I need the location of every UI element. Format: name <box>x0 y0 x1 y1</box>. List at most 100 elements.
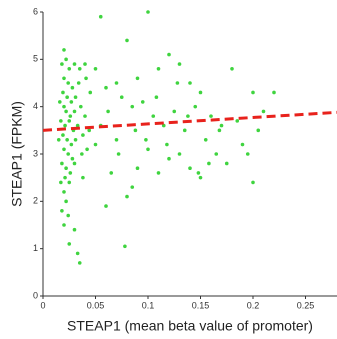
point <box>209 114 213 118</box>
point <box>72 227 77 232</box>
point <box>130 185 135 189</box>
point <box>251 90 255 95</box>
point <box>62 223 66 227</box>
point <box>73 95 78 99</box>
y-tick-label: 1 <box>33 243 38 253</box>
point <box>224 161 229 166</box>
point <box>198 175 203 180</box>
point <box>60 62 64 66</box>
point <box>123 244 127 249</box>
point <box>72 109 77 114</box>
point <box>84 76 88 81</box>
point <box>70 85 75 90</box>
point <box>88 90 93 95</box>
point <box>261 109 266 114</box>
point <box>219 123 224 128</box>
point <box>203 138 208 142</box>
x-tick-label: 0.25 <box>297 300 315 310</box>
point <box>188 81 192 85</box>
point <box>83 114 87 118</box>
point <box>106 109 110 114</box>
point <box>61 90 65 95</box>
point <box>79 104 83 109</box>
point <box>93 67 98 71</box>
point <box>104 85 108 90</box>
point <box>77 67 82 71</box>
x-axis-title: STEAP1 (mean beta value of promoter) <box>67 318 313 334</box>
point <box>72 161 77 166</box>
point <box>67 180 72 185</box>
y-tick-label: 2 <box>33 196 38 206</box>
point <box>64 166 68 170</box>
point <box>125 194 129 199</box>
point <box>116 152 121 156</box>
point <box>58 100 62 104</box>
point <box>165 142 169 147</box>
point <box>182 128 187 133</box>
point <box>63 175 67 180</box>
point <box>140 100 145 104</box>
point <box>186 114 190 118</box>
y-tick-label: 0 <box>33 290 38 300</box>
point <box>146 147 150 152</box>
point <box>251 180 255 185</box>
point <box>60 161 64 166</box>
point <box>217 128 222 133</box>
point <box>72 62 77 66</box>
point <box>76 81 81 85</box>
point <box>70 156 75 161</box>
point <box>62 190 66 194</box>
point <box>114 138 119 142</box>
point <box>144 138 148 142</box>
point <box>75 123 80 128</box>
point <box>63 123 67 128</box>
point <box>64 199 68 204</box>
point <box>69 142 74 147</box>
point <box>81 175 85 180</box>
point <box>177 152 182 156</box>
point <box>59 119 63 123</box>
point <box>68 114 73 118</box>
point <box>62 147 66 152</box>
point <box>154 95 159 99</box>
point <box>272 90 276 95</box>
point <box>81 133 85 137</box>
point <box>65 95 69 99</box>
point <box>245 152 250 156</box>
point <box>93 142 98 147</box>
point <box>73 138 78 142</box>
point <box>80 152 84 156</box>
point <box>85 147 89 152</box>
point <box>133 128 138 133</box>
point <box>119 95 124 99</box>
point <box>114 81 119 85</box>
point <box>67 242 72 246</box>
y-tick-label: 5 <box>33 54 38 64</box>
point <box>64 57 68 62</box>
point <box>109 171 114 175</box>
point <box>62 76 66 81</box>
point <box>177 62 182 66</box>
point <box>175 81 180 85</box>
point <box>256 128 261 133</box>
y-axis-title: STEAP1 (FPKM) <box>9 101 25 207</box>
point <box>172 109 177 114</box>
point <box>62 48 66 52</box>
point <box>156 171 161 175</box>
x-tick-label: 0.05 <box>87 300 105 310</box>
point <box>67 67 72 71</box>
point <box>214 152 219 156</box>
point <box>83 62 87 66</box>
point <box>130 104 135 109</box>
point <box>68 171 73 175</box>
point <box>146 10 150 14</box>
point <box>60 209 64 213</box>
point <box>198 90 203 95</box>
point <box>156 67 161 71</box>
point <box>98 14 103 19</box>
point <box>235 119 240 123</box>
y-tick-label: 3 <box>33 148 38 158</box>
point <box>196 171 201 175</box>
x-tick-label: 0.1 <box>142 300 155 310</box>
